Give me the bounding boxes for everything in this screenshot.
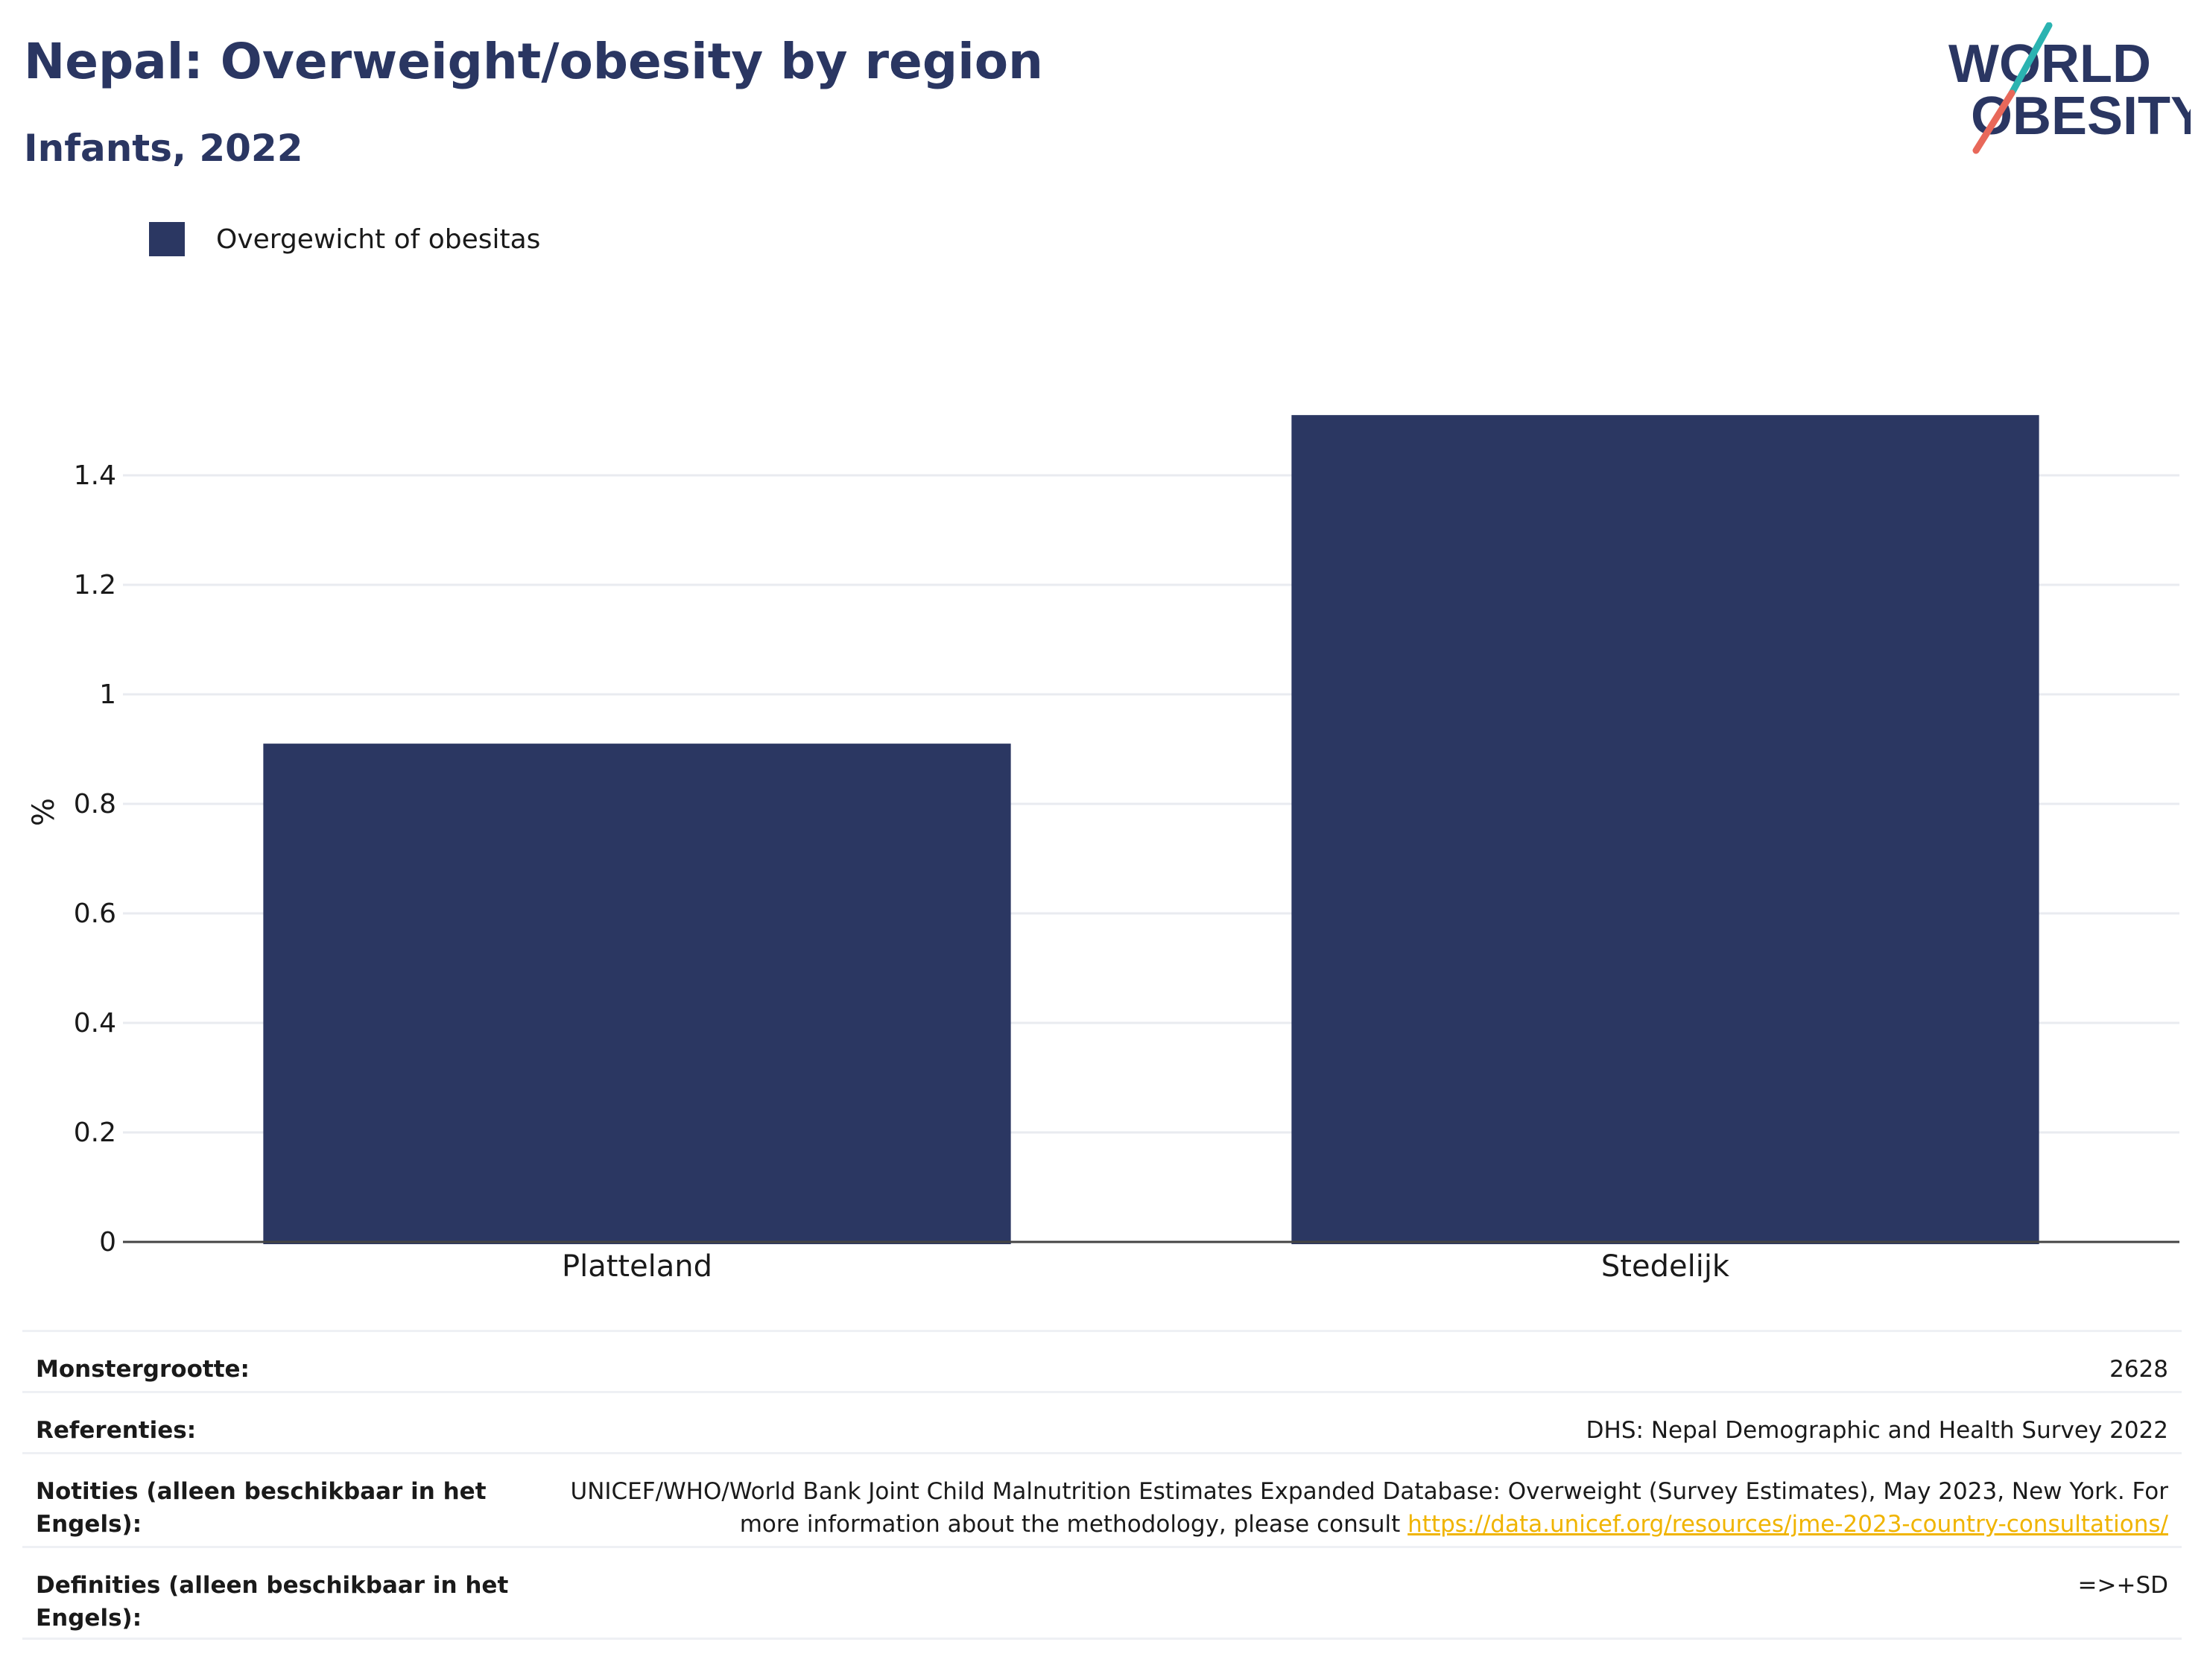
info-row-references: Referenties: DHS: Nepal Demographic and …	[22, 1391, 2182, 1452]
y-tick-label: 0.6	[74, 898, 116, 929]
definitions-value: =>+SD	[2077, 1572, 2168, 1599]
sample-size-label: Monstergrootte:	[36, 1356, 250, 1383]
methodology-link[interactable]: https://data.unicef.org/resources/jme-20…	[1407, 1511, 2168, 1538]
info-row-notes: Notities (alleen beschikbaar in het Enge…	[22, 1452, 2182, 1546]
notes-value: UNICEF/WHO/World Bank Joint Child Malnut…	[529, 1475, 2169, 1541]
logo-slash-bottom	[1972, 89, 2015, 154]
notes-label: Notities (alleen beschikbaar in het Enge…	[36, 1478, 487, 1538]
legend-swatch	[149, 222, 185, 256]
x-category-label: Platteland	[562, 1249, 712, 1284]
chart-title: Nepal: Overweight/obesity by region	[24, 33, 1044, 90]
info-row-definitions: Definities (alleen beschikbaar in het En…	[22, 1546, 2182, 1640]
definitions-label: Definities (alleen beschikbaar in het En…	[36, 1572, 509, 1632]
y-tick-label: 0	[99, 1227, 116, 1258]
references-label: Referenties:	[36, 1417, 197, 1444]
y-tick-label: 0.8	[74, 789, 116, 820]
logo-line-1: WORLD	[1948, 34, 2151, 94]
info-row-sample: Monstergrootte: 2628	[22, 1330, 2182, 1391]
y-tick-label: 0.4	[74, 1008, 116, 1039]
y-tick-label: 1	[99, 679, 116, 710]
y-tick-label: 1.4	[74, 460, 116, 491]
references-value: DHS: Nepal Demographic and Health Survey…	[1586, 1417, 2168, 1444]
world-obesity-logo: WORLD OBESITY	[1948, 22, 2191, 154]
y-tick-label: 0.2	[74, 1118, 116, 1148]
sample-size-value: 2628	[2109, 1356, 2168, 1383]
x-category-label: Stedelijk	[1601, 1249, 1730, 1284]
legend[interactable]: Overgewicht of obesitas	[149, 222, 540, 256]
info-table: Monstergrootte: 2628 Referenties: DHS: N…	[22, 1330, 2182, 1640]
y-tick-label: 1.2	[74, 570, 116, 600]
bar	[263, 744, 1011, 1244]
chart-subtitle: Infants, 2022	[24, 127, 303, 170]
legend-label: Overgewicht of obesitas	[216, 224, 541, 255]
y-axis-label: %	[27, 798, 61, 826]
bar	[1291, 415, 2039, 1244]
bar-chart: 0 0.2 0.4 0.6 0.8 1 1.2 1.4 Platteland Stedelijk%	[27, 415, 2179, 1284]
notes-text: UNICEF/WHO/World Bank Joint Child Malnut…	[570, 1478, 2169, 1538]
logo-slash-top	[2008, 22, 2053, 97]
